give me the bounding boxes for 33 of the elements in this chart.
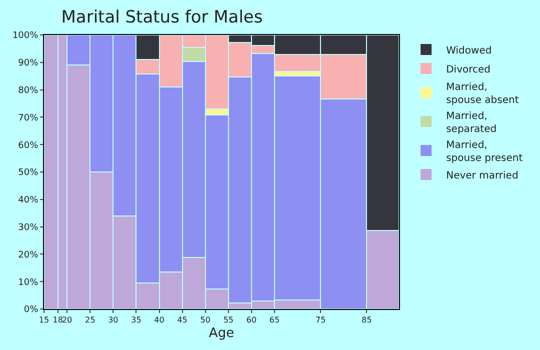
x-tick-label: 18 — [52, 316, 63, 325]
x-tick-label: 15 — [38, 316, 50, 325]
y-tick-label: 50% — [18, 168, 39, 178]
y-tick-label: 100% — [12, 31, 39, 42]
x-tick-label: 60 — [246, 316, 257, 325]
y-tick-label: 10% — [18, 278, 39, 288]
x-tick-label: 45 — [177, 316, 188, 325]
x-tick-label: 25 — [85, 316, 96, 325]
x-tick-label: 20 — [62, 316, 72, 325]
legend-label: Divorced — [446, 64, 491, 76]
legend-label: Married, spouse absent — [446, 82, 519, 106]
legend-label: Widowed — [446, 45, 492, 56]
y-tick-label: 30% — [18, 222, 39, 233]
x-tick-label: 75 — [316, 316, 326, 325]
y-tick-label: 40% — [18, 196, 39, 206]
x-tick-label: 55 — [223, 316, 234, 325]
y-tick-label: 70% — [18, 113, 39, 124]
x-tick-label: 50 — [200, 316, 210, 325]
y-tick-label: 80% — [18, 86, 39, 96]
y-tick-label: 60% — [18, 140, 39, 151]
x-axis-title: Age — [208, 326, 234, 342]
y-tick-label: 20% — [18, 250, 39, 260]
legend-label: Married, separated — [446, 110, 497, 135]
x-tick-label: 85 — [362, 316, 372, 325]
legend-label: Never married — [446, 170, 518, 182]
legend-label: Married, spouse present — [446, 140, 523, 164]
y-tick-label: 0% — [24, 305, 39, 316]
y-tick-label: 90% — [18, 58, 39, 69]
x-tick-label: 65 — [269, 316, 280, 325]
chart-title: Marital Status for Males — [61, 7, 263, 28]
x-tick-label: 30 — [108, 316, 118, 325]
x-tick-label: 40 — [154, 316, 164, 325]
x-tick-label: 35 — [131, 316, 142, 325]
